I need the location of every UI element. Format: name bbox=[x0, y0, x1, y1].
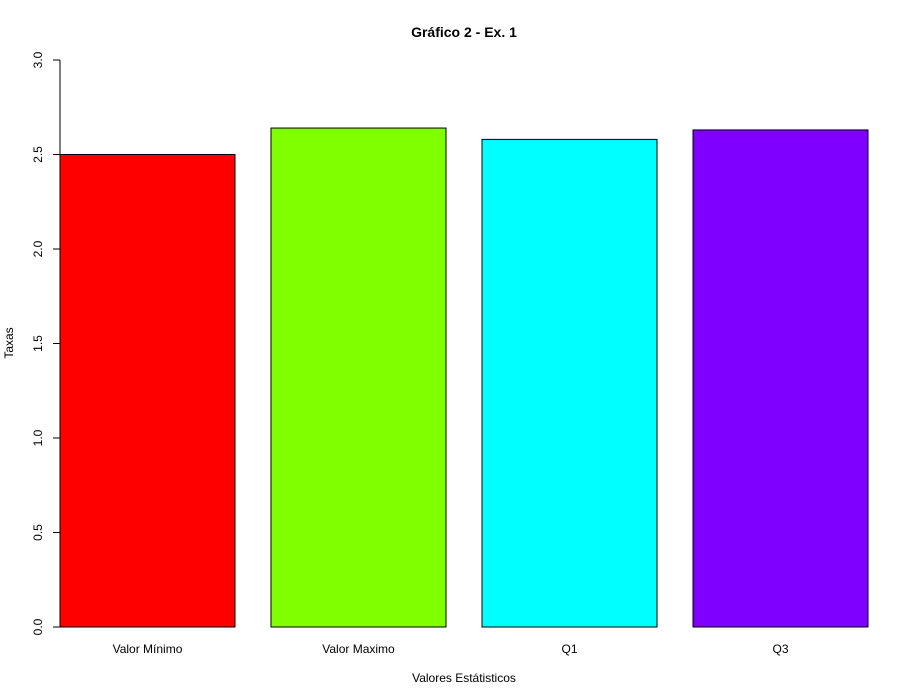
y-tick-label: 1.0 bbox=[31, 429, 45, 446]
y-tick-label: 1.5 bbox=[31, 335, 45, 352]
y-tick-label: 2.0 bbox=[31, 240, 45, 257]
x-tick-label-4: Q3 bbox=[772, 642, 788, 656]
bar-4 bbox=[692, 129, 869, 628]
y-tick-label: 2.5 bbox=[31, 146, 45, 163]
y-axis-label: Taxas bbox=[2, 327, 16, 358]
x-tick-label-3: Q1 bbox=[561, 642, 577, 656]
chart-title: Gráfico 2 - Ex. 1 bbox=[411, 24, 517, 40]
x-axis-category-labels: Valor Mínimo Valor Maximo Q1 Q3 bbox=[113, 642, 789, 656]
x-tick-label-1: Valor Mínimo bbox=[113, 642, 183, 656]
y-tick-label: 3.0 bbox=[31, 51, 45, 68]
y-tick-label: 0.5 bbox=[31, 524, 45, 541]
bar-1 bbox=[59, 154, 236, 628]
y-tick-label: 0.0 bbox=[31, 618, 45, 635]
x-axis-label: Valores Estátisticos bbox=[412, 671, 516, 685]
bars-layer bbox=[59, 127, 869, 628]
x-tick-label-2: Valor Maximo bbox=[322, 642, 395, 656]
bar-3 bbox=[481, 138, 658, 628]
bar-2 bbox=[270, 127, 447, 628]
y-axis: 0.0 0.5 1.0 1.5 2.0 2.5 3.0 bbox=[31, 51, 61, 635]
